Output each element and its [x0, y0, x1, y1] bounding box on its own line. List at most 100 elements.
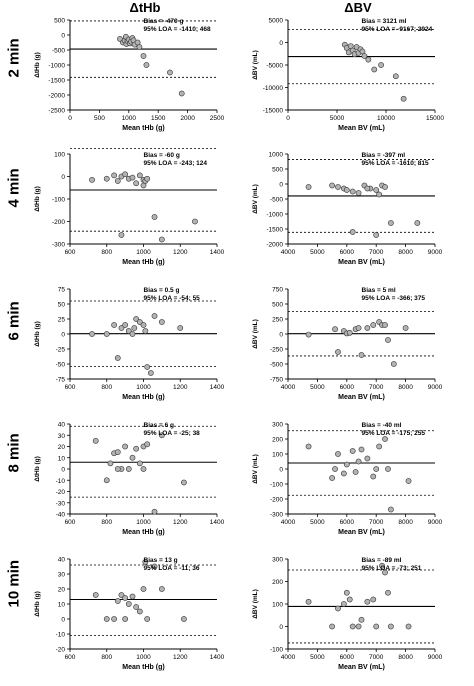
annotation: 95% LOA = -366; 375	[362, 295, 426, 302]
y-tick-label: 1000	[269, 152, 284, 159]
x-tick-label: 8000	[398, 384, 413, 391]
data-point	[405, 623, 412, 630]
data-point	[346, 329, 353, 336]
annotation: Bias = 3121 ml	[362, 18, 407, 25]
y-tick-label: -500	[52, 48, 65, 55]
data-point	[373, 232, 380, 238]
y-tick-label: -1000	[48, 63, 65, 70]
y-tick-label: -25	[56, 347, 66, 354]
data-point	[136, 460, 143, 467]
x-tick-label: 4000	[281, 519, 296, 526]
y-axis-label: ΔtHb (g)	[34, 591, 41, 617]
annotation: 95% LOA = -73; 251	[362, 565, 422, 572]
data-point	[122, 443, 129, 450]
data-point	[358, 446, 365, 453]
data-point	[335, 349, 341, 355]
x-tick-label: 600	[65, 519, 76, 526]
x-tick-label: 9000	[428, 249, 443, 256]
data-point	[89, 331, 95, 337]
data-point	[133, 604, 140, 610]
data-point	[122, 616, 129, 622]
y-tick-label: -2000	[266, 242, 283, 249]
data-point	[125, 328, 132, 334]
y-axis-label: ΔBV (mL)	[252, 184, 259, 214]
data-point	[385, 466, 391, 472]
x-tick-label: 7000	[369, 519, 384, 526]
annotation: 95% LOA = -243; 124	[144, 160, 208, 167]
data-point	[118, 592, 125, 598]
y-axis-label: ΔtHb (g)	[34, 186, 41, 212]
data-point	[352, 469, 359, 475]
x-tick-label: 6000	[340, 654, 355, 661]
data-point	[114, 449, 121, 456]
y-tick-label: 0	[61, 467, 65, 474]
data-point	[114, 466, 121, 472]
data-point	[346, 596, 353, 603]
data-point	[376, 443, 383, 450]
y-tick-label: -1500	[266, 227, 283, 234]
data-point	[103, 477, 110, 484]
data-point	[142, 328, 149, 334]
y-tick-label: -20	[56, 647, 66, 654]
annotation: Bias = -40 ml	[362, 422, 402, 429]
data-point	[335, 605, 341, 612]
x-tick-label: 6000	[340, 249, 355, 256]
data-point	[349, 229, 356, 235]
data-point	[92, 592, 99, 598]
data-point	[143, 62, 150, 68]
data-point	[181, 616, 187, 622]
y-tick-label: 100	[272, 452, 283, 459]
data-point	[151, 508, 158, 515]
y-tick-label: 0	[279, 624, 283, 631]
y-tick-label: 100	[272, 602, 283, 609]
y-tick-label: -100	[270, 482, 283, 489]
data-point	[158, 236, 165, 243]
data-point	[355, 325, 362, 331]
data-point	[365, 56, 372, 63]
y-tick-label: -10000	[263, 85, 284, 92]
data-point	[343, 461, 350, 468]
row-label-6min: 6 min	[5, 301, 23, 341]
data-point	[390, 361, 397, 367]
x-axis-label: Mean tHb (g)	[122, 125, 164, 132]
data-point	[305, 598, 312, 605]
data-point	[151, 214, 158, 220]
data-point	[140, 53, 147, 59]
y-tick-label: 500	[272, 167, 283, 174]
y-tick-label: 5000	[269, 18, 284, 25]
data-point	[376, 191, 383, 198]
x-tick-label: 1400	[210, 249, 225, 256]
y-tick-label: -300	[270, 512, 283, 519]
x-tick-label: 1200	[173, 519, 188, 526]
data-point	[379, 562, 385, 569]
data-point	[144, 364, 151, 370]
annotation: 95% LOA = -25; 38	[144, 430, 201, 437]
y-tick-label: 250	[272, 317, 283, 324]
data-point	[332, 326, 338, 333]
data-point	[114, 598, 121, 604]
x-tick-label: 9000	[428, 654, 443, 661]
data-point	[370, 596, 377, 603]
data-point	[382, 322, 388, 328]
y-tick-label: -30	[56, 500, 66, 507]
chart-panel-4-1: -40 -30 -20 -10 0 10 20 30 40 600 800 1000 1200 1400 M…	[34, 422, 225, 537]
data-point	[111, 616, 117, 622]
annotation: 95% LOA = -54; 55	[144, 295, 201, 302]
data-point	[118, 325, 125, 331]
y-tick-label: 40	[58, 557, 66, 564]
y-tick-label: 0	[61, 332, 65, 339]
data-point	[340, 601, 347, 607]
y-tick-label: -10	[56, 478, 66, 485]
x-tick-label: 1200	[173, 654, 188, 661]
data-point	[136, 608, 143, 615]
x-tick-label: 600	[65, 654, 76, 661]
x-tick-label: 1500	[151, 115, 166, 122]
x-tick-label: 5000	[330, 115, 345, 122]
y-tick-label: -750	[270, 377, 283, 384]
data-point	[114, 178, 121, 184]
data-point	[122, 171, 129, 178]
data-point	[129, 331, 136, 337]
data-point	[136, 44, 143, 50]
x-tick-label: 2500	[210, 115, 225, 122]
x-tick-label: 10000	[377, 115, 395, 122]
